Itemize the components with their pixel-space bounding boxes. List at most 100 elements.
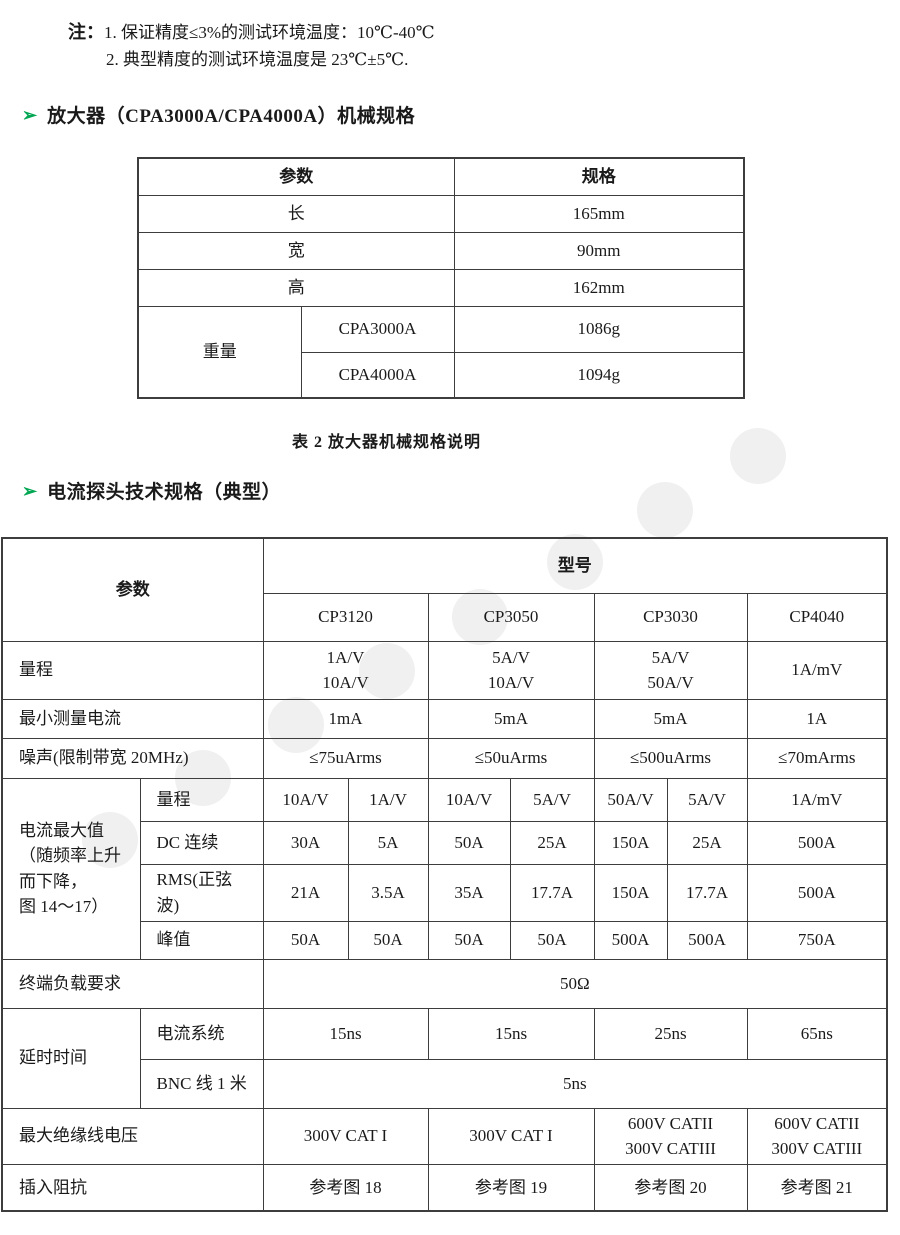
value-cell: 35A — [427, 863, 511, 922]
value-cell: ≤500uArms — [593, 737, 748, 779]
row-label-max-current: 电流最大值 （随频率上升 而下降， 图 14～17） — [1, 777, 141, 960]
value-cell: 25A — [666, 820, 748, 865]
value-cell: 500A — [746, 820, 888, 865]
value-cell: 1094g — [453, 351, 745, 399]
value-cell: 15ns — [262, 1007, 429, 1060]
value-cell: 1A/V 10A/V — [262, 640, 429, 700]
value-cell: 90mm — [453, 231, 745, 270]
value-cell: 50Ω — [262, 958, 888, 1009]
model-cp3050: CP3050 — [427, 592, 595, 642]
value-cell: 150A — [593, 863, 668, 922]
section-heading-probe: ➢ 电流探头技术规格（典型） — [22, 477, 281, 504]
sub-label-dc: DC 连续 — [139, 820, 264, 865]
note-text-2: 2. 典型精度的测试环境温度是 23℃±5℃. — [106, 50, 409, 69]
model-cp3030: CP3030 — [593, 592, 748, 642]
section-heading-amplifier: ➢ 放大器（CPA3000A/CPA4000A）机械规格 — [22, 101, 415, 128]
value-cell: 1A/mV — [746, 777, 888, 822]
sub-label-rms: RMS(正弦 波) — [139, 863, 264, 922]
value-cell: 21A — [262, 863, 349, 922]
value-cell: 150A — [593, 820, 668, 865]
model-cell: CPA4000A — [300, 351, 455, 399]
note-line-2: 2. 典型精度的测试环境温度是 23℃±5℃. — [106, 49, 408, 72]
value-cell: 5A/V — [509, 777, 595, 822]
value-cell: 300V CAT I — [262, 1107, 429, 1165]
row-label-range: 量程 — [1, 640, 264, 700]
note-line-1: 注：1. 保证精度≤3%的测试环境温度：10℃-40℃ — [68, 20, 435, 45]
col-header-spec: 规格 — [453, 157, 745, 196]
section-title: 放大器（CPA3000A/CPA4000A）机械规格 — [47, 106, 416, 127]
value-cell: 50A — [347, 920, 429, 960]
sub-label-current-system: 电流系统 — [139, 1007, 264, 1060]
row-label-min-current: 最小测量电流 — [1, 698, 264, 739]
row-label-length: 长 — [137, 194, 455, 233]
value-cell: 5A/V 50A/V — [593, 640, 748, 700]
row-label-max-voltage: 最大绝缘线电压 — [1, 1107, 264, 1165]
value-cell: 25A — [509, 820, 595, 865]
value-cell: 5mA — [593, 698, 748, 739]
value-cell: 50A — [427, 820, 511, 865]
value-cell: 50A/V — [593, 777, 668, 822]
green-arrow-icon: ➢ — [22, 105, 38, 125]
value-cell: ≤70mArms — [746, 737, 888, 779]
value-cell: 10A/V — [427, 777, 511, 822]
value-cell: 17.7A — [509, 863, 595, 922]
model-cp3120: CP3120 — [262, 592, 429, 642]
value-cell: 25ns — [593, 1007, 748, 1060]
value-cell: 65ns — [746, 1007, 888, 1060]
value-cell: 1mA — [262, 698, 429, 739]
model-header: 型号 — [262, 537, 888, 594]
value-cell: 参考图 18 — [262, 1163, 429, 1212]
watermark-circle — [637, 482, 693, 538]
value-cell: 参考图 20 — [593, 1163, 748, 1212]
col-header-param: 参数 — [137, 157, 455, 196]
section-title: 电流探头技术规格（典型） — [47, 482, 282, 503]
mechanical-spec-table: 参数 规格 长 165mm 宽 90mm 高 162mm 重量 CPA3000A… — [137, 157, 745, 399]
value-cell: 162mm — [453, 268, 745, 307]
value-cell: 3.5A — [347, 863, 429, 922]
watermark-circle — [730, 428, 786, 484]
row-label-termination: 终端负载要求 — [1, 958, 264, 1009]
value-cell: 1A/V — [347, 777, 429, 822]
value-cell: 10A/V — [262, 777, 349, 822]
value-cell: 5mA — [427, 698, 595, 739]
table-caption: 表 2 放大器机械规格说明 — [292, 434, 482, 451]
value-cell: ≤75uArms — [262, 737, 429, 779]
value-cell: 50A — [427, 920, 511, 960]
value-cell: 300V CAT I — [427, 1107, 595, 1165]
note-text-1: 1. 保证精度≤3%的测试环境温度：10℃-40℃ — [104, 23, 435, 42]
value-cell: 50A — [262, 920, 349, 960]
value-cell: 参考图 19 — [427, 1163, 595, 1212]
row-label-impedance: 插入阻抗 — [1, 1163, 264, 1212]
param-header: 参数 — [1, 537, 264, 642]
value-cell: 30A — [262, 820, 349, 865]
value-cell: 15ns — [427, 1007, 595, 1060]
row-label-width: 宽 — [137, 231, 455, 270]
value-cell: 5ns — [262, 1058, 888, 1109]
sub-label-range: 量程 — [139, 777, 264, 822]
row-label-delay: 延时时间 — [1, 1007, 141, 1109]
green-arrow-icon: ➢ — [22, 481, 38, 501]
value-cell: ≤50uArms — [427, 737, 595, 779]
value-cell: 1A/mV — [746, 640, 888, 700]
value-cell: 500A — [666, 920, 748, 960]
model-cp4040: CP4040 — [746, 592, 888, 642]
value-cell: 参考图 21 — [746, 1163, 888, 1212]
value-cell: 5A/V 10A/V — [427, 640, 595, 700]
row-label-height: 高 — [137, 268, 455, 307]
value-cell: 5A/V — [666, 777, 748, 822]
value-cell: 600V CATII 300V CATIII — [746, 1107, 888, 1165]
value-cell: 750A — [746, 920, 888, 960]
model-cell: CPA3000A — [300, 305, 455, 353]
probe-spec-table: 参数 型号 CP3120 CP3050 CP3030 CP4040 量程 1A/… — [1, 537, 889, 1212]
value-cell: 500A — [746, 863, 888, 922]
sub-label-peak: 峰值 — [139, 920, 264, 960]
value-cell: 1086g — [453, 305, 745, 353]
value-cell: 600V CATII 300V CATIII — [593, 1107, 748, 1165]
sub-label-bnc: BNC 线 1 米 — [139, 1058, 264, 1109]
row-label-weight: 重量 — [137, 305, 302, 399]
value-cell: 17.7A — [666, 863, 748, 922]
note-label: 注： — [68, 22, 104, 42]
value-cell: 50A — [509, 920, 595, 960]
value-cell: 500A — [593, 920, 668, 960]
